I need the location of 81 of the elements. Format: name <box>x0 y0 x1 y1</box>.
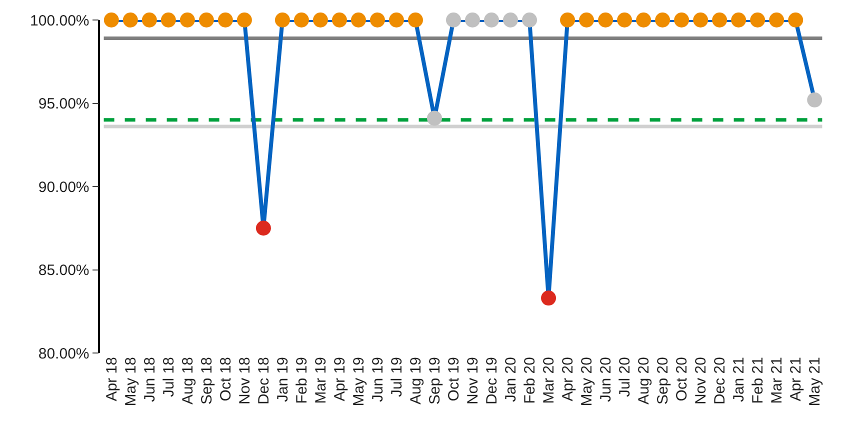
x-tick-label: Aug 20 <box>635 357 652 405</box>
point <box>769 12 784 28</box>
point <box>560 12 576 28</box>
point <box>465 12 480 28</box>
y-tick-label: 80.00% <box>38 345 90 362</box>
x-tick-label: Feb 20 <box>521 357 538 404</box>
x-tick-label: Jan 19 <box>274 357 292 402</box>
point <box>370 12 385 28</box>
point <box>332 12 347 28</box>
x-tick-label: May 19 <box>350 357 368 406</box>
point <box>160 12 176 28</box>
point <box>426 110 442 126</box>
point <box>446 12 461 28</box>
point <box>180 12 195 28</box>
x-tick-label: Nov 18 <box>236 357 254 405</box>
point <box>104 12 119 28</box>
point <box>122 12 138 28</box>
x-tick-label: Apr 20 <box>559 357 576 402</box>
x-tick-label: Sep 19 <box>426 357 444 405</box>
y-tick-label: 85.00% <box>38 262 90 279</box>
x-tick-label: Sep 20 <box>654 357 672 405</box>
x-tick-label: Jul 18 <box>160 357 178 398</box>
point <box>636 12 652 28</box>
x-tick-label: Oct 18 <box>217 357 234 402</box>
x-tick-label: Apr 19 <box>331 357 348 402</box>
x-tick-label: Jan 21 <box>730 357 748 402</box>
point <box>294 12 309 28</box>
point <box>142 12 157 28</box>
point <box>598 12 614 28</box>
x-tick-label: Jun 19 <box>369 357 386 402</box>
point <box>198 12 214 28</box>
x-tick-label: Aug 19 <box>407 357 424 405</box>
point <box>750 12 766 28</box>
x-tick-label: Oct 19 <box>445 357 462 402</box>
x-tick-label: Jul 20 <box>616 357 634 398</box>
point <box>693 12 708 28</box>
x-tick-label: May 21 <box>806 357 824 406</box>
x-tick-label: Jun 20 <box>597 357 614 402</box>
x-tick-label: Sep 18 <box>198 357 216 405</box>
x-tick-label: May 20 <box>578 357 596 406</box>
x-tick-label: Nov 19 <box>464 357 482 405</box>
x-tick-label: Feb 19 <box>293 357 310 404</box>
point <box>712 12 728 28</box>
point <box>274 12 290 28</box>
point <box>350 12 366 28</box>
x-tick-label: Jun 18 <box>141 357 158 402</box>
point <box>312 12 328 28</box>
point <box>484 12 500 28</box>
y-tick-label: 95.00% <box>38 96 90 112</box>
x-tick-label: May 18 <box>122 357 140 406</box>
x-tick-label: Mar 19 <box>312 357 330 404</box>
point <box>236 12 252 28</box>
x-tick-label: Mar 20 <box>540 357 558 404</box>
y-tick-label: 100.00% <box>30 12 90 30</box>
x-tick-label: Apr 18 <box>103 357 120 402</box>
x-tick-label: Jul 19 <box>388 357 406 398</box>
point <box>731 12 746 28</box>
x-tick-label: Nov 20 <box>692 357 710 405</box>
point <box>674 12 690 28</box>
x-tick-label: Dec 18 <box>255 357 272 405</box>
x-tick-label: Oct 20 <box>673 357 690 402</box>
point <box>655 12 670 28</box>
x-tick-label: Jan 20 <box>502 357 520 402</box>
point <box>788 12 804 28</box>
point <box>218 12 233 28</box>
point <box>408 12 423 28</box>
point <box>541 290 556 306</box>
x-tick-label: Mar 21 <box>768 357 786 404</box>
x-tick-label: Feb 21 <box>749 357 766 404</box>
point <box>807 92 822 108</box>
x-tick-label: Dec 20 <box>711 357 728 405</box>
x-tick-label: Apr 21 <box>787 357 804 402</box>
point <box>579 12 594 28</box>
point <box>256 220 271 236</box>
point <box>503 12 518 28</box>
point <box>617 12 632 28</box>
y-tick-label: 90.00% <box>38 178 90 196</box>
point <box>522 12 538 28</box>
point <box>388 12 404 28</box>
x-tick-label: Dec 19 <box>483 357 500 405</box>
x-tick-label: Aug 18 <box>179 357 196 405</box>
